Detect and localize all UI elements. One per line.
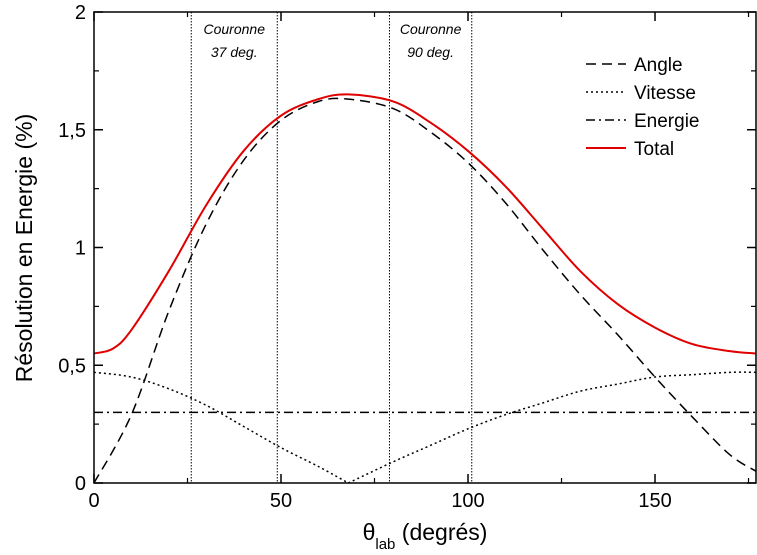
x-axis-title: θlab (degrés) (363, 519, 488, 553)
y-tick-label-1: 0,5 (58, 355, 86, 377)
y-axis-title: Résolution en Energie (%) (11, 114, 37, 382)
series-layer (93, 93, 757, 484)
annotation-lines (190, 12, 473, 483)
legend-label-angle: Angle (634, 55, 683, 76)
x-axis-symbol: θ (363, 519, 376, 545)
x-axis-subscript: lab (375, 536, 395, 553)
annotation-label-1-line1: Couronne (400, 21, 462, 37)
axis-ticks: 0 50 100 150 0 0,5 1 1,5 2 (58, 2, 756, 512)
annotation-label-0-line2: 37 deg. (211, 44, 258, 60)
annotation-label-1-line2: 90 deg. (407, 44, 454, 60)
legend-label-vitesse: Vitesse (634, 83, 696, 104)
legend: Angle Vitesse Energie Total (586, 55, 700, 160)
x-tick-label-2: 100 (451, 490, 484, 512)
x-tick-label-1: 50 (270, 490, 292, 512)
x-tick-label-0: 0 (88, 490, 99, 512)
series-line-angle (93, 97, 757, 484)
legend-label-total: Total (634, 139, 674, 160)
y-tick-label-4: 2 (75, 2, 86, 24)
legend-label-energie: Energie (634, 111, 700, 132)
series-line-vitesse (93, 371, 757, 484)
annotation-labels: Couronne 37 deg. Couronne 90 deg. (204, 21, 462, 60)
y-tick-label-0: 0 (75, 473, 86, 495)
x-axis-unit: (degrés) (395, 519, 487, 545)
annotation-label-0-line1: Couronne (204, 21, 266, 37)
y-tick-label-3: 1,5 (58, 120, 86, 142)
series-line-total (93, 93, 757, 355)
y-tick-label-2: 1 (75, 238, 86, 260)
x-tick-label-3: 150 (638, 490, 671, 512)
